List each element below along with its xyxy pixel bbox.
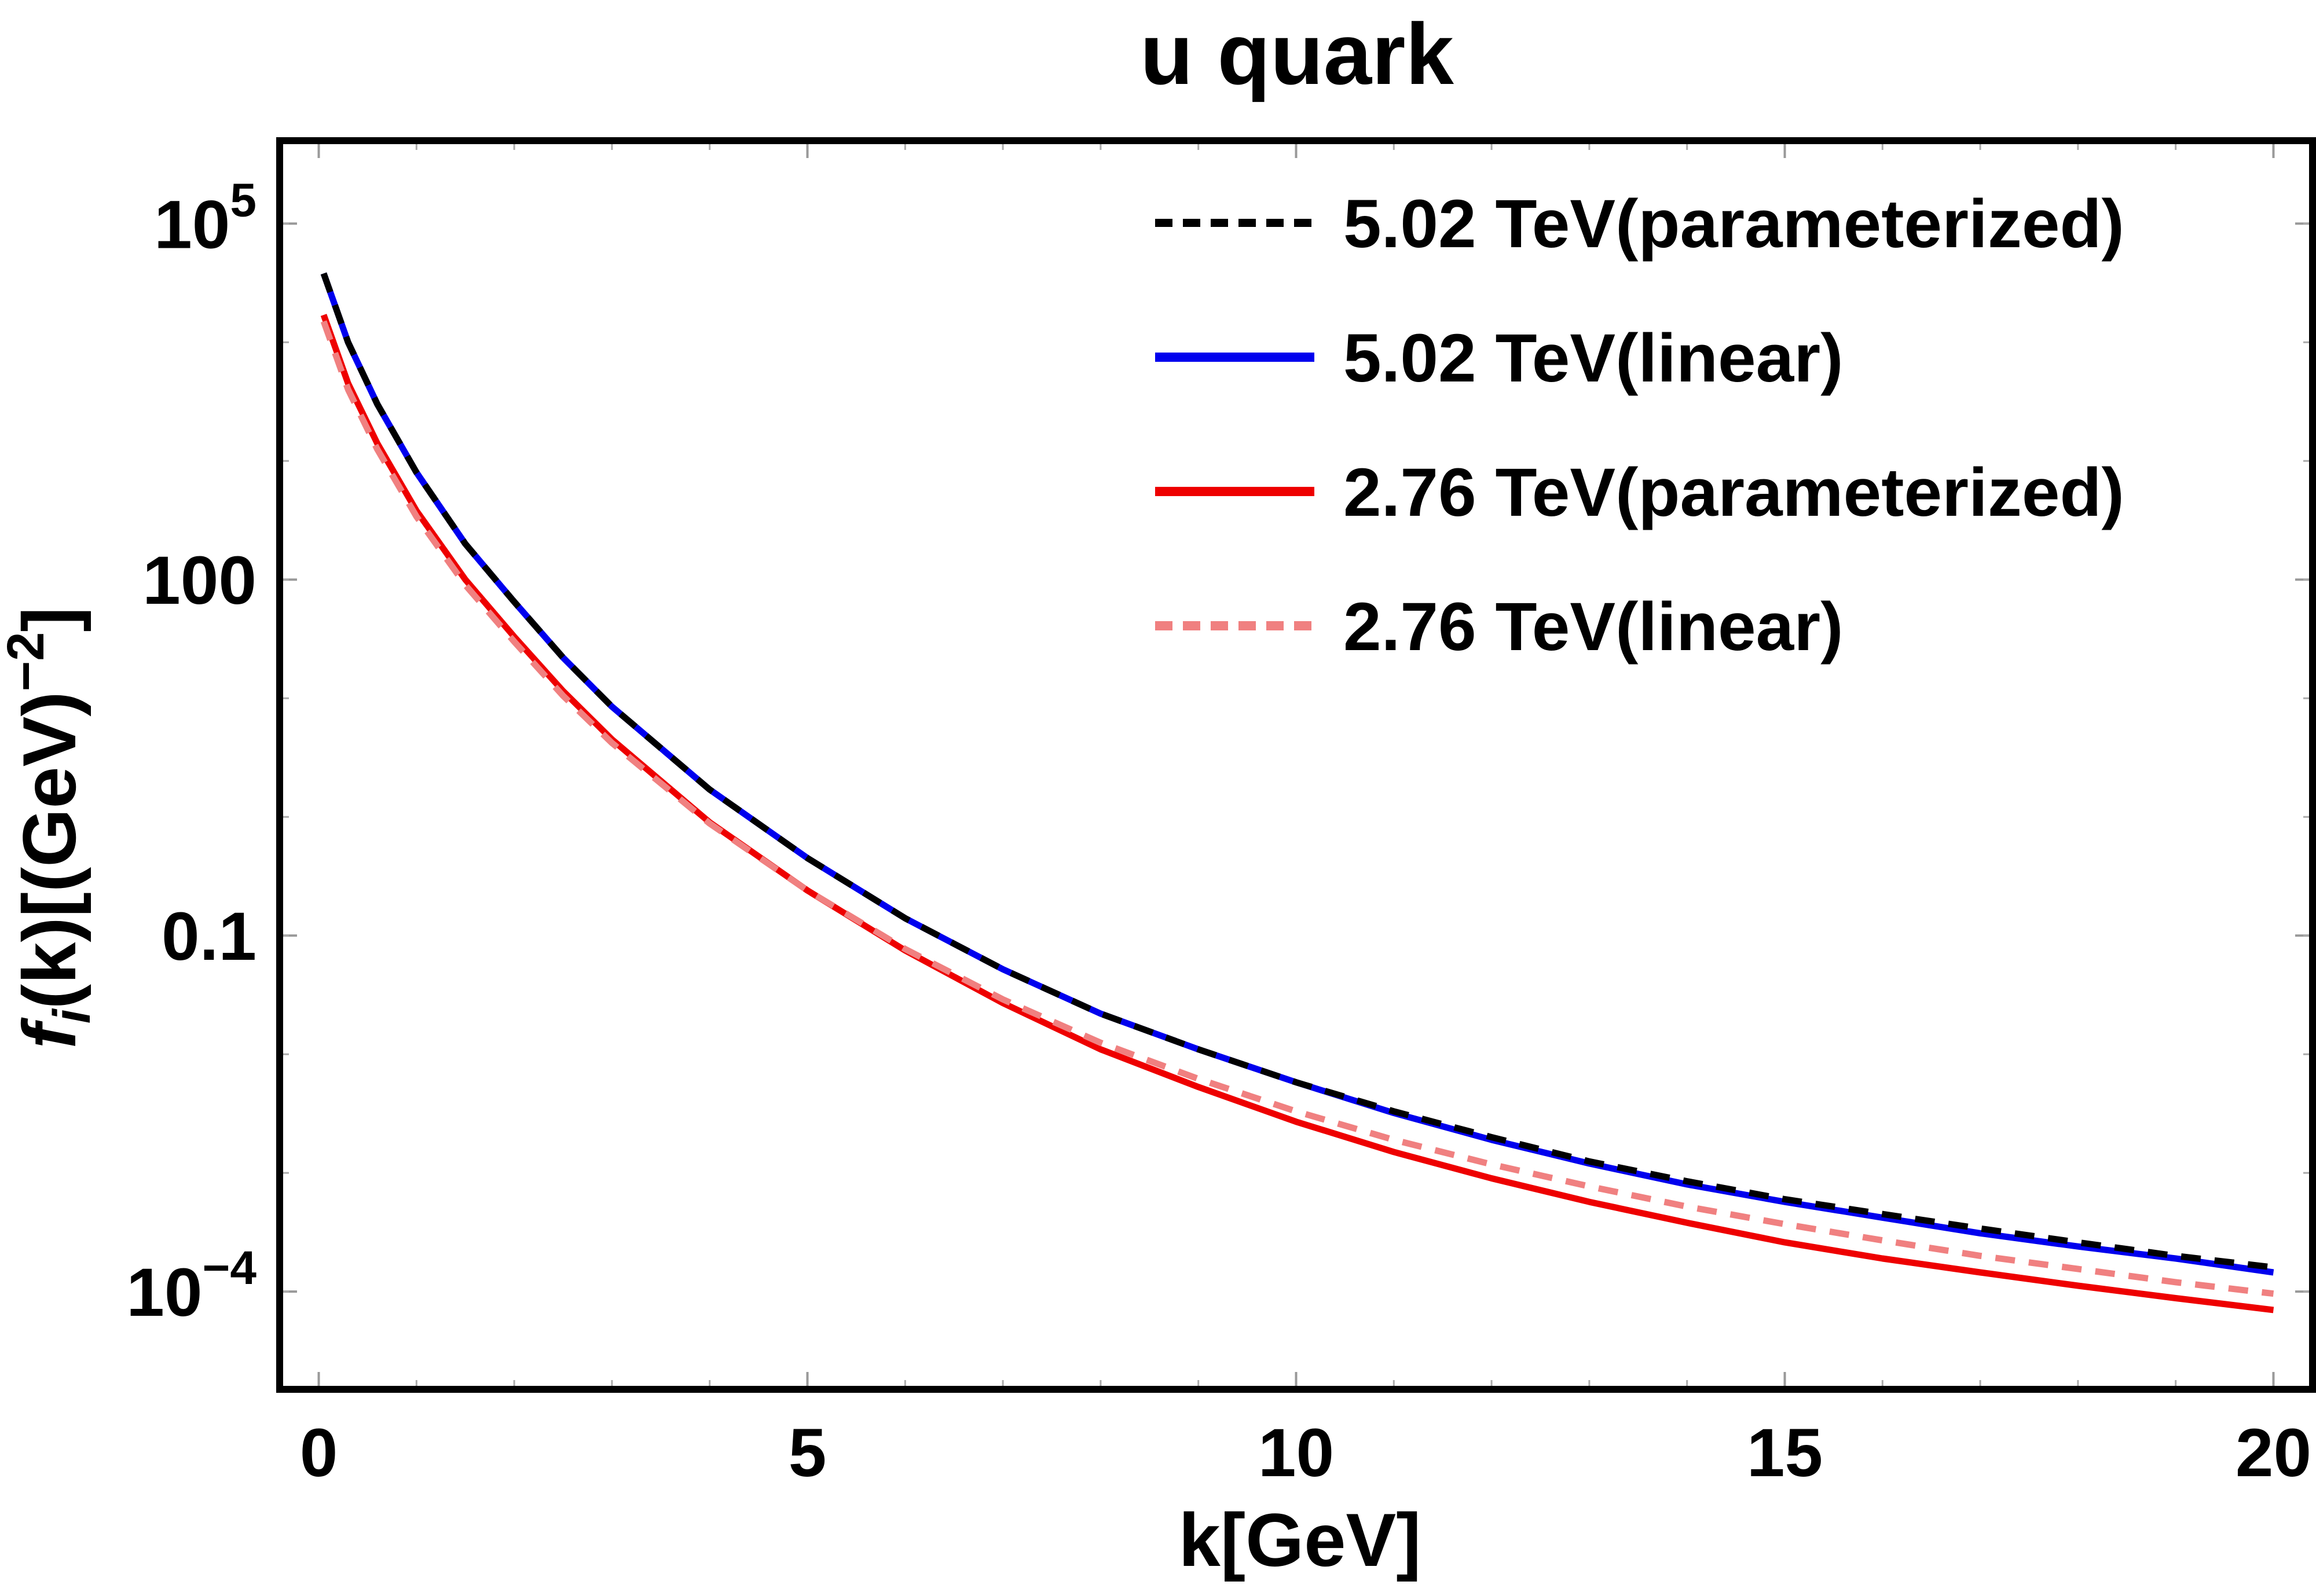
y-axis-label-close: ] <box>7 607 91 632</box>
x-tick-label: 5 <box>789 1415 827 1491</box>
x-tick-label: 10 <box>1258 1415 1334 1491</box>
x-tick-label: 20 <box>2236 1415 2311 1491</box>
y-tick-label: 105 <box>154 174 256 263</box>
legend-label-1: 5.02 TeV(linear) <box>1343 320 1844 397</box>
legend: 5.02 TeV(parameterized) 5.02 TeV(linear) 2… <box>1155 186 2124 665</box>
y-tick-label: 0.1 <box>162 898 256 975</box>
x-tick-label: 15 <box>1747 1415 1823 1491</box>
legend-label-0: 5.02 TeV(parameterized) <box>1343 186 2124 262</box>
svg-text:fi(k)[(GeV)−2]: fi(k)[(GeV)−2] <box>0 607 101 1048</box>
series-line-3 <box>320 320 2274 1297</box>
y-tick-label: 100 <box>142 542 256 619</box>
legend-label-3: 2.76 TeV(linear) <box>1343 589 1844 665</box>
legend-label-2: 2.76 TeV(parameterized) <box>1343 454 2124 531</box>
x-tick-label: 0 <box>300 1415 338 1491</box>
chart-title: u quark <box>1140 5 1454 102</box>
ticks-layer: 0 5 10 15 20 10−4 0.1 100 105 <box>126 141 2313 1491</box>
series-line-0 <box>320 272 2274 1271</box>
series-layer <box>320 272 2274 1314</box>
plot-frame <box>276 137 2316 1393</box>
y-axis-label-sub: i <box>43 1008 101 1023</box>
series-line-2 <box>320 314 2274 1314</box>
x-axis-label: k[GeV] <box>1178 1498 1421 1582</box>
y-tick-label: 10−4 <box>126 1242 256 1331</box>
y-axis-label: fi(k)[(GeV)−2] <box>0 607 101 1048</box>
y-axis-label-main: (k)[(GeV) <box>7 691 91 1009</box>
y-axis-label-sup: −2 <box>0 632 55 692</box>
